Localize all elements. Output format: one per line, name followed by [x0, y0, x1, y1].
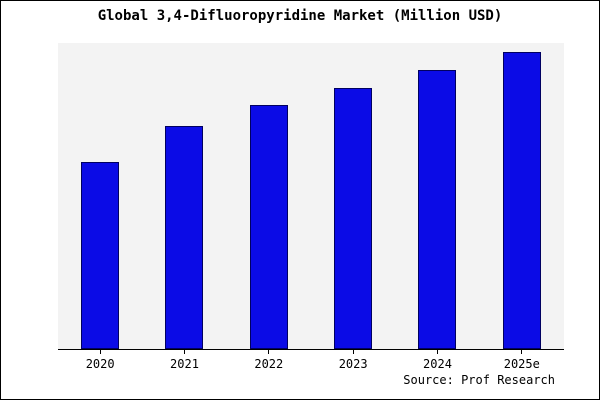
plot-area — [58, 43, 564, 350]
bar-2024 — [418, 70, 457, 349]
x-label-2022: 2022 — [254, 357, 284, 371]
bar-2025e — [502, 52, 541, 349]
bars-row — [58, 43, 564, 349]
x-label-slot: 2022 — [227, 350, 311, 372]
chart-title: Global 3,4-Difluoropyridine Market (Mill… — [97, 8, 503, 24]
x-tick — [521, 350, 523, 354]
bar-slot — [311, 43, 395, 349]
bar-2021 — [165, 126, 204, 349]
bar-slot — [480, 43, 564, 349]
x-label-slot: 2020 — [58, 350, 142, 372]
bar-2022 — [249, 105, 288, 349]
x-tick — [352, 350, 354, 354]
x-tick — [436, 350, 438, 354]
source-note: Source: Prof Research — [403, 373, 555, 387]
x-label-2025e: 2025e — [503, 357, 540, 371]
x-label-slot: 2021 — [142, 350, 226, 372]
bar-2020 — [81, 162, 120, 349]
x-label-2024: 2024 — [423, 357, 452, 371]
x-label-2021: 2021 — [170, 357, 199, 371]
x-label-slot: 2024 — [395, 350, 479, 372]
bar-slot — [395, 43, 479, 349]
bar-slot — [58, 43, 142, 349]
x-axis: 2020 2021 2022 2023 2024 2025e — [58, 350, 564, 372]
x-label-slot: 2023 — [311, 350, 395, 372]
x-label-2020: 2020 — [85, 357, 115, 371]
bar-slot — [227, 43, 311, 349]
bar-slot — [142, 43, 226, 349]
x-tick — [183, 350, 185, 354]
x-tick — [268, 350, 270, 354]
bar-2023 — [334, 88, 373, 349]
x-label-2023: 2023 — [338, 357, 368, 371]
x-tick — [99, 350, 101, 354]
x-label-slot: 2025e — [480, 350, 564, 372]
